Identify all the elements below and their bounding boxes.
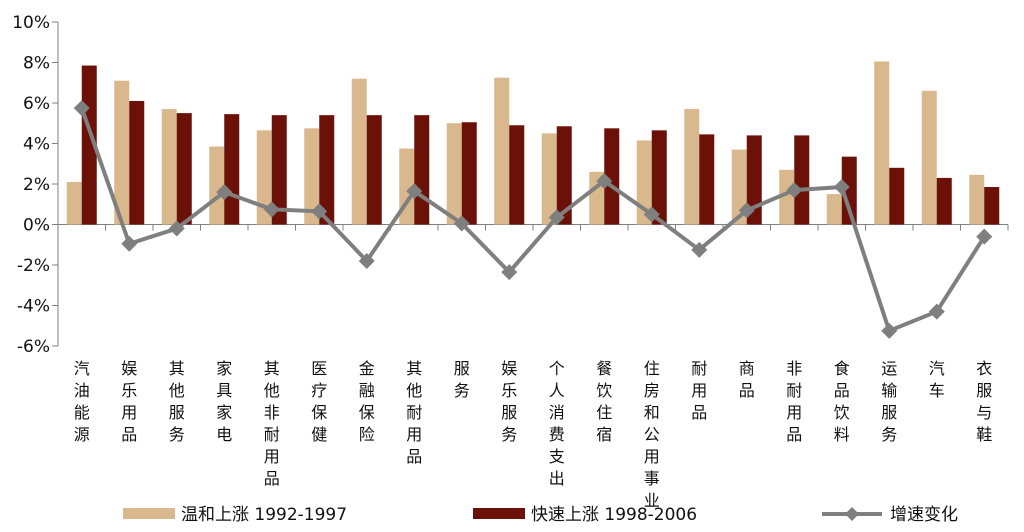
point-change bbox=[501, 264, 518, 281]
bar-moderate bbox=[921, 90, 937, 225]
bar-rapid bbox=[319, 115, 335, 225]
legend-label-change: 增速变化 bbox=[890, 505, 958, 525]
bar-moderate bbox=[446, 123, 462, 225]
category-label: 医疗保健 bbox=[311, 359, 327, 444]
bar-rapid bbox=[224, 114, 240, 225]
point-change bbox=[548, 209, 565, 226]
bar-rapid bbox=[984, 187, 1000, 225]
category-label: 运输服务 bbox=[881, 359, 897, 444]
category-label: 娱乐服务 bbox=[501, 359, 517, 444]
point-change bbox=[358, 252, 375, 269]
category-label: 汽车 bbox=[929, 359, 945, 400]
category-label: 耐用品 bbox=[691, 359, 707, 422]
point-change bbox=[928, 303, 945, 320]
y-tick-label: 8% bbox=[23, 54, 50, 74]
point-change bbox=[73, 100, 90, 117]
category-label: 其他非耐用品 bbox=[264, 359, 280, 488]
point-change bbox=[311, 203, 328, 220]
point-change bbox=[881, 322, 898, 339]
bar-moderate bbox=[494, 77, 510, 225]
bar-rapid bbox=[461, 122, 477, 225]
line-change bbox=[79, 107, 986, 333]
bar-rapid bbox=[414, 115, 430, 225]
point-change bbox=[833, 179, 850, 196]
legend-label-moderate: 温和上涨 1992-1997 bbox=[181, 505, 347, 525]
bar-moderate bbox=[684, 109, 700, 225]
bar-rapid bbox=[176, 113, 192, 225]
point-change bbox=[738, 202, 755, 219]
legend: 温和上涨 1992-1997 快速上涨 1998-2006 增速变化 bbox=[123, 505, 958, 525]
bar-rapid bbox=[509, 125, 525, 225]
bar-moderate bbox=[256, 130, 272, 225]
bar-moderate bbox=[969, 174, 985, 225]
y-tick-label: 4% bbox=[23, 135, 50, 155]
point-change bbox=[406, 183, 423, 200]
category-label: 其他耐用品 bbox=[406, 359, 422, 466]
category-label: 其他服务 bbox=[169, 359, 185, 444]
y-tick-label: 6% bbox=[23, 94, 50, 114]
point-change bbox=[216, 184, 233, 201]
category-label: 餐饮住宿 bbox=[596, 359, 612, 444]
bar-rapid bbox=[889, 167, 905, 225]
y-tick-label: 10% bbox=[12, 13, 50, 33]
legend-swatch-moderate bbox=[123, 508, 175, 519]
bar-rapid bbox=[129, 100, 145, 225]
category-label: 汽油能源 bbox=[74, 359, 90, 444]
bar-moderate bbox=[541, 133, 557, 225]
bar-rapid bbox=[556, 126, 572, 225]
bar-moderate bbox=[874, 61, 890, 225]
category-label: 服务 bbox=[454, 359, 470, 400]
category-label: 住房和公用事业 bbox=[644, 359, 660, 510]
point-change bbox=[691, 241, 708, 258]
bar-rapid bbox=[794, 135, 810, 225]
point-change bbox=[976, 228, 993, 245]
y-tick-label: -2% bbox=[17, 256, 50, 276]
point-change bbox=[121, 235, 138, 252]
category-label: 商品 bbox=[739, 359, 755, 400]
bar-moderate bbox=[66, 181, 82, 225]
legend-marker-change bbox=[845, 507, 859, 521]
category-label: 个人消费支出 bbox=[549, 359, 565, 488]
point-change bbox=[453, 215, 470, 232]
bar-moderate bbox=[731, 149, 747, 225]
y-tick-label: -4% bbox=[17, 297, 50, 317]
point-change bbox=[786, 182, 803, 199]
bar-rapid bbox=[699, 134, 715, 225]
bar-moderate bbox=[161, 109, 177, 225]
category-label: 娱乐用品 bbox=[121, 359, 137, 444]
y-tick-label: 2% bbox=[23, 175, 50, 195]
legend-label-rapid: 快速上涨 1998-2006 bbox=[531, 505, 697, 525]
bar-moderate bbox=[826, 194, 842, 225]
y-tick-label: -6% bbox=[17, 337, 50, 357]
bar-moderate bbox=[636, 140, 652, 225]
bar-rapid bbox=[604, 128, 620, 225]
point-change bbox=[596, 172, 613, 189]
bar-rapid bbox=[841, 156, 857, 225]
point-change bbox=[168, 220, 185, 237]
bar-rapid bbox=[746, 135, 762, 225]
bar-moderate bbox=[114, 80, 130, 225]
category-label: 金融保险 bbox=[359, 359, 375, 444]
bar-moderate bbox=[779, 169, 795, 225]
point-change bbox=[643, 206, 660, 223]
bar-moderate bbox=[351, 78, 367, 225]
category-label: 食品饮料 bbox=[834, 359, 850, 444]
bar-rapid bbox=[651, 130, 667, 225]
bar-moderate bbox=[304, 128, 320, 225]
category-label: 非耐用品 bbox=[786, 359, 802, 444]
bar-rapid bbox=[366, 115, 382, 225]
plot-area: 10% 8% 6% 4% 2% 0% -2% -4% -6% 汽油能源 娱乐用品 其他服务 家具家电 其他… bbox=[12, 13, 1009, 510]
y-tick-label: 0% bbox=[23, 216, 50, 236]
category-label: 衣服与鞋 bbox=[976, 359, 992, 444]
legend-swatch-rapid bbox=[473, 508, 525, 519]
point-change bbox=[263, 201, 280, 218]
bar-rapid bbox=[271, 115, 287, 225]
bar-rapid bbox=[936, 177, 952, 225]
category-label: 家具家电 bbox=[216, 359, 232, 444]
bar-moderate bbox=[209, 146, 225, 225]
